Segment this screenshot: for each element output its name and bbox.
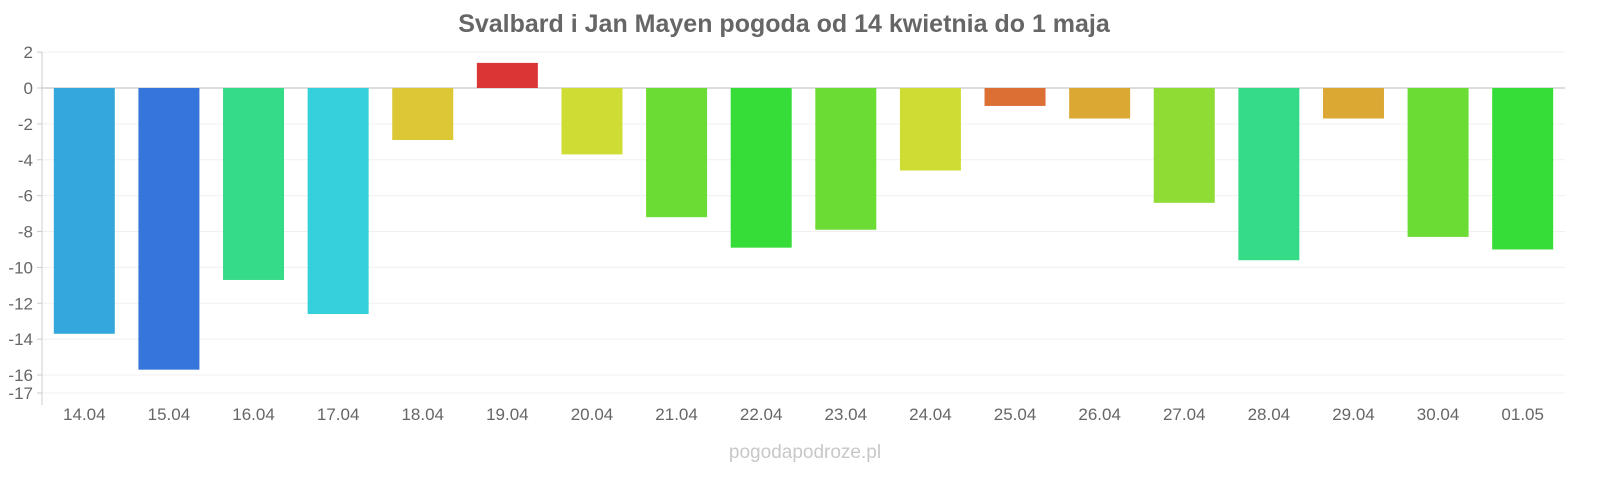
bar-16.04 [223,88,285,280]
y-tick-label: -10 [8,258,33,277]
x-tick-label: 25.04 [994,405,1037,424]
x-tick-label: 30.04 [1417,405,1460,424]
bar-25.04 [984,88,1046,106]
bar-15.04 [138,88,200,370]
y-tick-label: -16 [8,366,33,385]
x-tick-label: 28.04 [1248,405,1291,424]
bar-23.04 [815,88,877,230]
x-tick-label: 22.04 [740,405,783,424]
bar-14.04 [53,88,115,334]
bar-22.04 [730,88,792,248]
x-tick-label: 24.04 [909,405,952,424]
bar-28.04 [1238,88,1300,261]
y-tick-label: -6 [18,187,33,206]
x-tick-label: 19.04 [486,405,529,424]
chart-title: Svalbard i Jan Mayen pogoda od 14 kwietn… [458,10,1111,38]
bar-17.04 [307,88,369,315]
y-tick-label: 0 [24,79,33,98]
bar-27.04 [1153,88,1215,203]
y-tick-label: -14 [8,330,33,349]
bar-19.04 [476,62,538,88]
bar-29.04 [1322,88,1384,119]
bar-21.04 [646,88,708,218]
x-tick-label: 17.04 [317,405,360,424]
x-tick-label: 16.04 [232,405,275,424]
watermark: pogodapodroze.pl [729,442,881,463]
bar-20.04 [561,88,623,155]
bar-01.05 [1492,88,1554,250]
y-tick-label: -2 [18,115,33,134]
y-tick-label: -4 [18,151,33,170]
bar-26.04 [1069,88,1131,119]
x-tick-label: 21.04 [655,405,698,424]
x-tick-label: 01.05 [1501,405,1544,424]
x-tick-label: 18.04 [401,405,444,424]
x-tick-label: 14.04 [63,405,106,424]
x-tick-label: 29.04 [1332,405,1375,424]
y-tick-label: 2 [24,43,33,62]
bar-30.04 [1407,88,1469,237]
x-tick-label: 20.04 [571,405,614,424]
bar-24.04 [899,88,961,171]
y-tick-label: -17 [8,384,33,403]
x-tick-label: 26.04 [1078,405,1121,424]
y-tick-label: -12 [8,294,33,313]
x-tick-label: 15.04 [148,405,191,424]
bar-18.04 [392,88,454,141]
y-tick-label: -8 [18,223,33,242]
x-tick-label: 23.04 [825,405,868,424]
x-tick-label: 27.04 [1163,405,1206,424]
